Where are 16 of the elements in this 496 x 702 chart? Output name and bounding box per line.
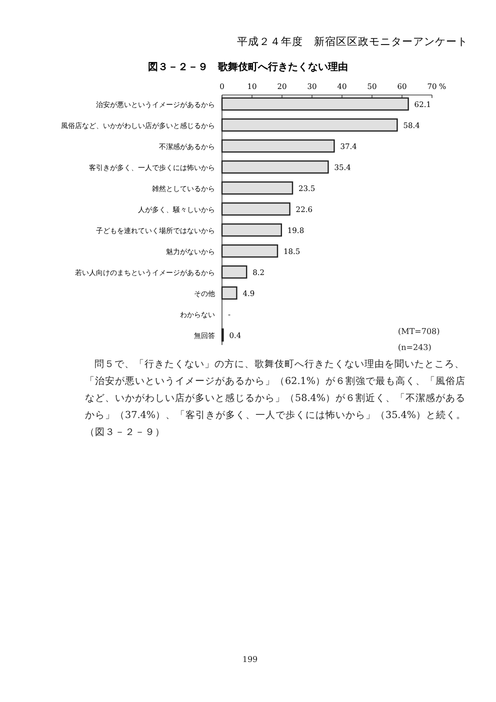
bar xyxy=(221,223,282,237)
text: 199 xyxy=(241,655,259,664)
bar xyxy=(221,160,329,174)
annotation: (MT=708) xyxy=(398,327,441,336)
bar xyxy=(221,139,335,153)
bar xyxy=(221,181,294,195)
chart-subtitle: 平成２４年度 新宿区区政モニターアンケート xyxy=(237,35,468,48)
bar xyxy=(221,202,290,216)
bar xyxy=(221,244,278,258)
annotation: (n=243) xyxy=(398,343,432,352)
bar xyxy=(221,286,238,300)
bar xyxy=(221,118,398,132)
bar xyxy=(221,97,409,111)
bar xyxy=(221,265,248,279)
text: 問５で、「行きたくない」の方に、歌舞伎町へ行きたくない理由を聞いたところ、「治安が悪いというイメージがあるから」（62.1%）が６割強で最も高く、「風俗店など、いかがわしい店が多いと感じるから」（58.4%）が６割近く、「不潔感があるから」（37.4%）、「客引きが多く、一人で歩くには怖いから」（35.4%）と続く。（図３－２－９） xyxy=(85,358,467,440)
chart-title: 図３－２－９ 歌舞伎町へ行きたくない理由 xyxy=(148,61,348,73)
